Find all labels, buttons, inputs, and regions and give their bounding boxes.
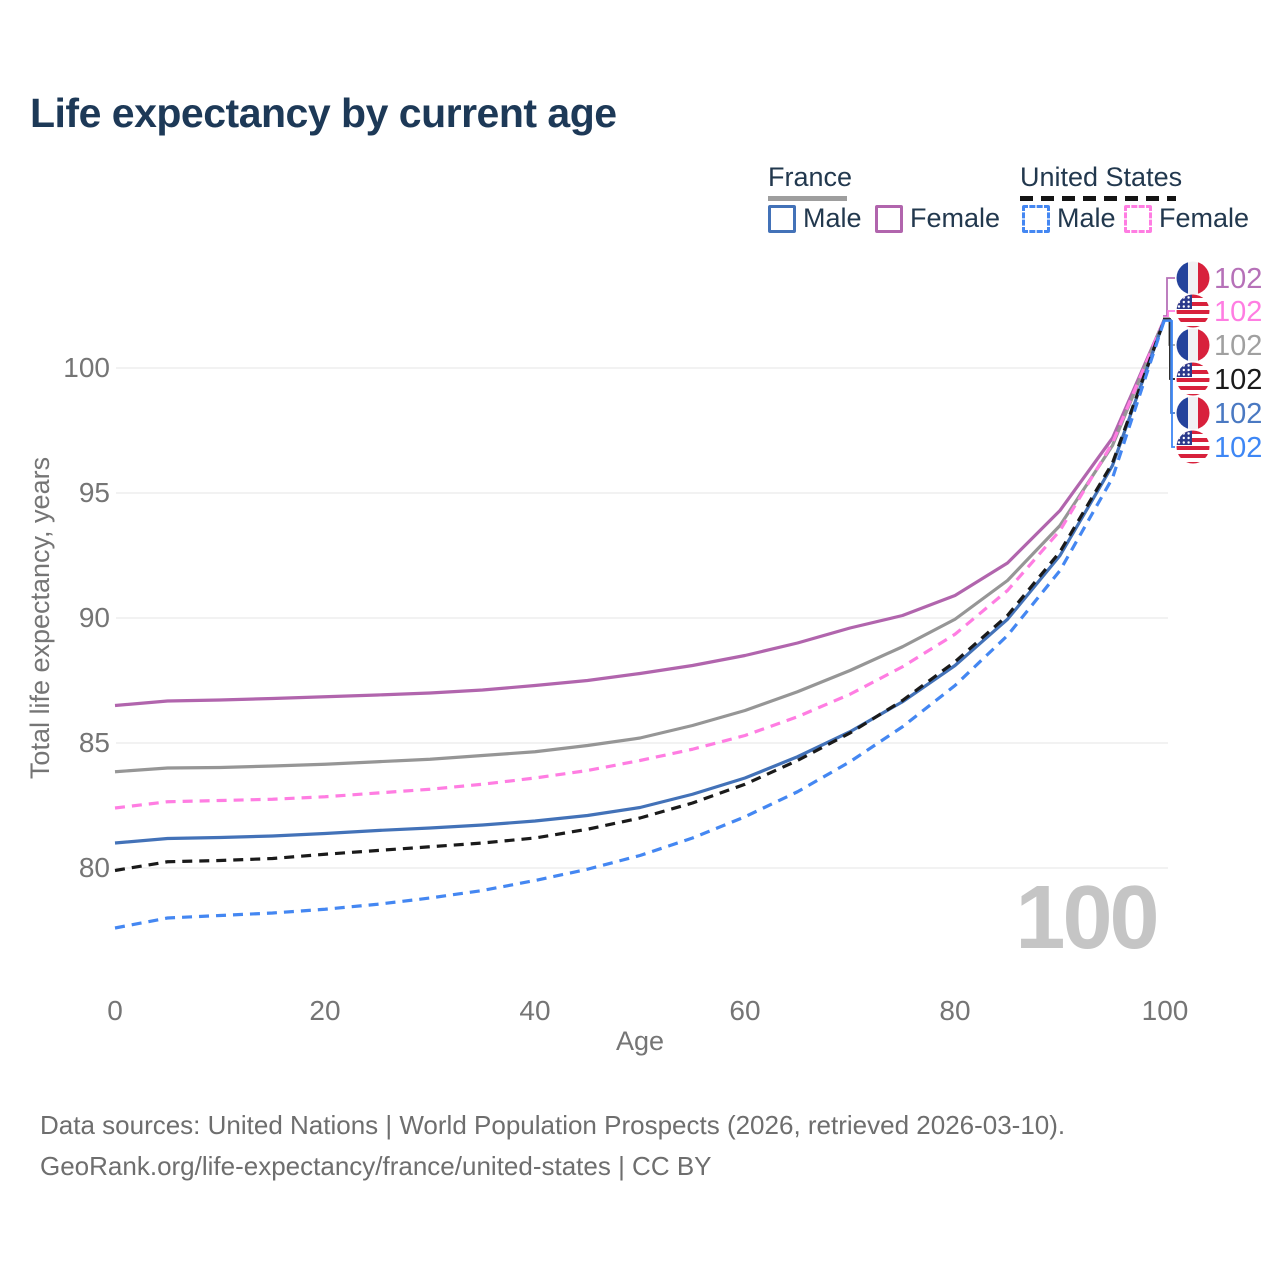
end-label-value: 102 [1214, 364, 1262, 396]
x-axis-title: Age [616, 1026, 664, 1056]
end-label-connector [1163, 319, 1175, 414]
end-label-connector [1163, 277, 1175, 317]
legend-group-united-states: United States [1020, 162, 1182, 201]
y-tick-label: 85 [79, 727, 110, 758]
end-label-value: 102 [1214, 432, 1262, 464]
footer-sources-line: Data sources: United Nations | World Pop… [40, 1110, 1066, 1140]
france-flag-icon [1176, 328, 1210, 362]
series-line-united-states-total [114, 317, 1167, 873]
y-axis-title: Total life expectancy, years [25, 457, 55, 779]
series-line-france-total [114, 317, 1167, 774]
france-solid-line-sample [768, 196, 847, 201]
x-tick-label: 80 [939, 995, 970, 1026]
legend-item-france-male[interactable]: Male [768, 203, 862, 234]
united-states-dashed-line-sample [1020, 196, 1176, 201]
end-label-connector [1163, 320, 1175, 448]
us-female-checkbox-icon[interactable] [1124, 204, 1152, 233]
age-counter-watermark: 100 [1015, 868, 1156, 968]
y-tick-label: 80 [79, 852, 110, 883]
france-male-checkbox-icon[interactable] [768, 204, 796, 233]
france-female-checkbox-icon[interactable] [875, 204, 903, 233]
legend-item-label: Male [1057, 203, 1116, 233]
footer-attribution-line: GeoRank.org/life-expectancy/france/unite… [40, 1151, 712, 1181]
legend-item-france-female[interactable]: Female [875, 203, 1000, 234]
france-flag-icon [1176, 261, 1210, 295]
end-label-value: 102 [1214, 296, 1262, 328]
legend-item-label: Female [1159, 203, 1250, 233]
end-label-connector [1163, 310, 1175, 318]
legend-item-us-male[interactable]: Male [1022, 203, 1116, 234]
x-tick-label: 60 [729, 995, 760, 1026]
united-states-flag-icon [1176, 294, 1210, 328]
y-tick-label: 95 [79, 477, 110, 508]
series-line-france-female [114, 317, 1167, 708]
data-sources-footer: Data sources: United Nations | World Pop… [40, 1105, 1065, 1187]
x-tick-label: 100 [1142, 995, 1189, 1026]
x-tick-label: 20 [309, 995, 340, 1026]
y-tick-label: 100 [63, 352, 110, 383]
legend-item-label: Female [910, 203, 1001, 233]
series-line-united-states-male [114, 317, 1167, 930]
france-flag-icon [1176, 396, 1210, 430]
x-tick-label: 0 [107, 995, 123, 1026]
legend-group-france-label: France [768, 162, 853, 192]
end-label-value: 102 [1214, 398, 1262, 430]
x-tick-label: 40 [519, 995, 550, 1026]
legend-item-us-female[interactable]: Female [1124, 203, 1249, 234]
end-label-value: 102 [1214, 263, 1262, 295]
series-line-united-states-female [114, 317, 1167, 810]
legend-group-france: France [768, 162, 852, 201]
united-states-flag-icon [1176, 362, 1210, 396]
legend-group-united-states-label: United States [1020, 162, 1183, 192]
series-line-france-male [114, 317, 1167, 845]
us-male-checkbox-icon[interactable] [1022, 204, 1050, 233]
legend-item-label: Male [803, 203, 862, 233]
end-label-value: 102 [1214, 330, 1262, 362]
united-states-flag-icon [1176, 430, 1210, 464]
page-title: Life expectancy by current age [30, 90, 617, 136]
y-tick-label: 90 [79, 602, 110, 633]
